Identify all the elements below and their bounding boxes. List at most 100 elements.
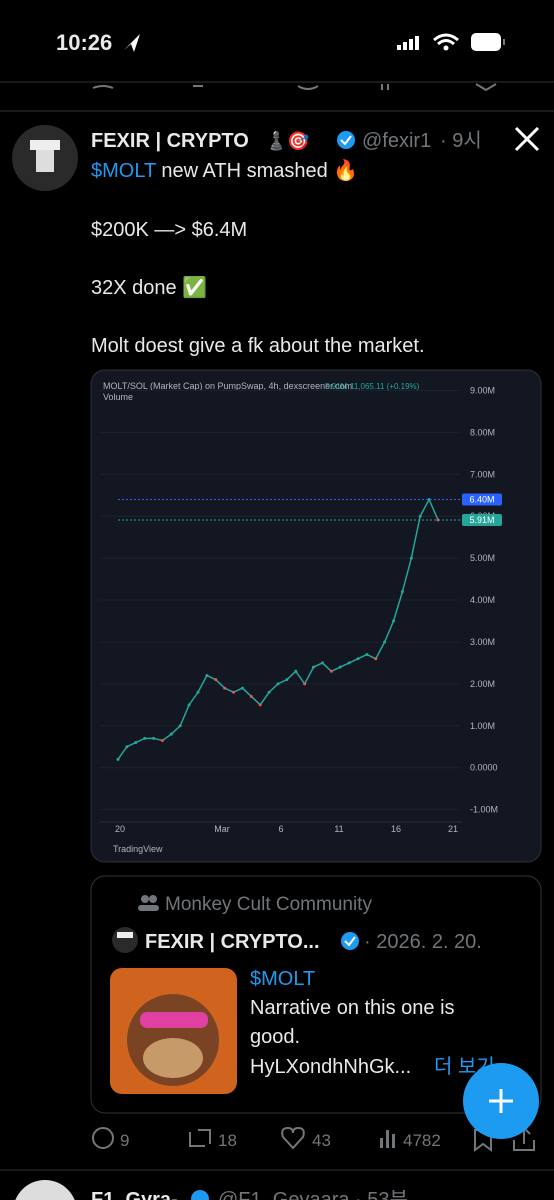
price-point xyxy=(356,657,360,661)
reply-icon[interactable] xyxy=(92,1127,114,1149)
price-point xyxy=(320,661,324,665)
price-point xyxy=(169,732,173,736)
quote-date: · 2026. 2. 20. xyxy=(364,931,482,953)
quote-author[interactable]: FEXIR | CRYPTO... xyxy=(145,931,320,953)
avatar-face xyxy=(36,150,54,172)
price-point xyxy=(178,724,182,728)
y-tick-label: 1.00M xyxy=(470,721,495,731)
y-tick-label: 0.0000 xyxy=(470,763,498,773)
quote-cashtag[interactable]: $MOLT xyxy=(250,968,315,990)
x-tick-label: 21 xyxy=(448,824,458,834)
battery-icon xyxy=(471,33,501,51)
y-tick-label: 7.00M xyxy=(470,469,495,479)
chart-change: 11,065.11 (+0.19%) xyxy=(350,382,420,391)
price-point xyxy=(365,653,369,657)
tweet-text: new ATH smashed 🔥 xyxy=(156,158,358,182)
price-point xyxy=(240,686,244,690)
handle[interactable]: @fexir1 xyxy=(362,130,431,152)
verified-check xyxy=(340,135,352,146)
chart-image[interactable] xyxy=(90,369,542,863)
x-tick-label: Mar xyxy=(214,824,230,834)
price-point xyxy=(312,665,316,669)
price-point xyxy=(383,640,387,644)
price-point xyxy=(427,497,431,501)
chart-title: MOLT/SOL (Market Cap) on PumpSwap, 4h, d… xyxy=(103,381,352,391)
watermark: TradingView xyxy=(113,844,163,854)
price-point xyxy=(143,736,147,740)
timestamp: · 9시 xyxy=(440,130,482,152)
ape-glasses xyxy=(140,1012,208,1028)
price-point xyxy=(258,703,262,707)
price-point xyxy=(374,657,378,661)
verified-check xyxy=(344,936,356,947)
price-point xyxy=(152,736,156,740)
price-point xyxy=(418,514,422,518)
price-point xyxy=(267,690,271,694)
location-icon xyxy=(124,34,140,52)
author-name[interactable]: FEXIR | CRYPTO xyxy=(91,130,249,152)
views-icon[interactable] xyxy=(380,1130,395,1148)
price-point xyxy=(329,669,333,673)
chart-last: 5.91M xyxy=(325,382,348,391)
price-point xyxy=(125,745,129,749)
like-count: 43 xyxy=(312,1131,331,1150)
clock: 10:26 xyxy=(56,30,112,55)
price-point xyxy=(187,703,191,707)
price-marker xyxy=(462,513,502,526)
verified-badge xyxy=(337,131,355,149)
price-point xyxy=(116,757,120,761)
y-tick-label: -1.00M xyxy=(470,805,498,815)
ape-muzzle xyxy=(143,1038,203,1078)
tweet-line: $MOLT new ATH smashed 🔥 xyxy=(91,158,358,182)
price-point xyxy=(223,686,227,690)
chart: MOLT/SOL (Market Cap) on PumpSwap, 4h, d… xyxy=(99,381,502,854)
x-logo xyxy=(514,126,540,152)
price-point xyxy=(214,678,218,682)
price-point xyxy=(338,665,342,669)
price-point xyxy=(409,556,413,560)
prev-actions xyxy=(92,83,497,92)
author-emoji: ♟️🎯 xyxy=(265,130,310,151)
repost-count: 18 xyxy=(218,1131,237,1150)
repost-icon[interactable] xyxy=(189,1129,211,1147)
price-point xyxy=(196,690,200,694)
x-tick-label: 16 xyxy=(391,824,401,834)
quote-text: HyLXondhNhGk... xyxy=(250,1056,411,1078)
tweet-text: 32X done ✅ xyxy=(91,275,207,299)
price-point xyxy=(276,682,280,686)
price-point xyxy=(347,661,351,665)
price-marker xyxy=(462,493,502,506)
like-icon[interactable] xyxy=(281,1126,305,1150)
y-tick-label: 2.00M xyxy=(470,679,495,689)
community-name[interactable]: Monkey Cult Community xyxy=(165,894,372,915)
price-point xyxy=(232,690,236,694)
price-point xyxy=(249,694,253,698)
price-marker-label: 6.40M xyxy=(469,494,494,504)
price-marker-label: 5.91M xyxy=(469,515,494,525)
quote-avatar xyxy=(112,927,138,953)
price-point xyxy=(303,682,307,686)
compose-plus xyxy=(489,1089,513,1113)
quote-text: Narrative on this one is xyxy=(250,997,455,1019)
y-tick-label: 9.00M xyxy=(470,385,495,395)
y-tick-label: 4.00M xyxy=(470,595,495,605)
verified-badge xyxy=(191,1190,209,1200)
cashtag[interactable]: $MOLT xyxy=(91,160,156,182)
price-point xyxy=(392,619,396,623)
battery-tip xyxy=(503,39,505,45)
price-point xyxy=(400,590,404,594)
verified-badge xyxy=(341,932,359,950)
wifi-icon xyxy=(433,33,459,46)
next-handle[interactable]: @F1_Gevaara · 53분 xyxy=(218,1189,408,1200)
next-author[interactable]: F1_Gyra- xyxy=(91,1189,178,1200)
price-point xyxy=(285,678,289,682)
next-avatar[interactable] xyxy=(13,1180,77,1200)
y-tick-label: 5.00M xyxy=(470,553,495,563)
quote-card[interactable] xyxy=(90,875,542,1114)
price-point xyxy=(205,673,209,677)
x-tick-label: 20 xyxy=(115,824,125,834)
community-icon xyxy=(138,895,159,911)
x-tick-label: 11 xyxy=(334,824,343,834)
